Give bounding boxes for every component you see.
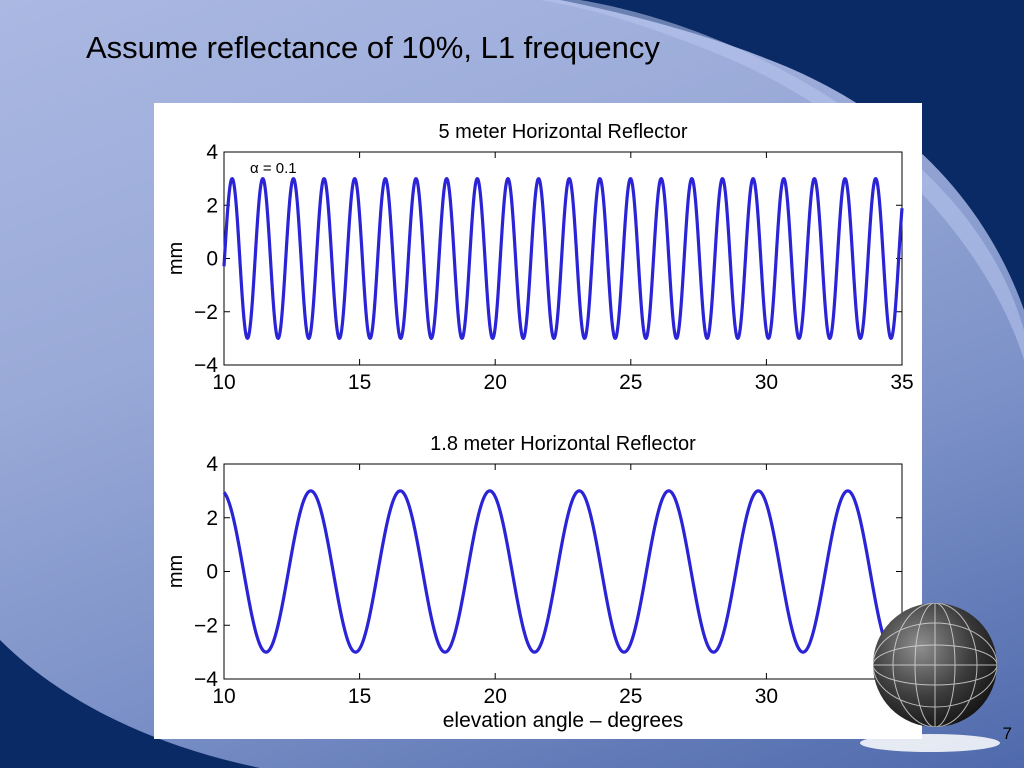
chart-2-ylabel: mm bbox=[165, 555, 187, 588]
chart-2-axes-box bbox=[223, 463, 903, 680]
chart-1-xtick-label: 10 bbox=[212, 371, 235, 394]
light-swoosh-band bbox=[540, 0, 1024, 360]
globe-icon bbox=[860, 603, 1000, 752]
chart-2-ytick-label: 2 bbox=[206, 507, 218, 530]
navy-swoosh-top-right bbox=[560, 0, 1024, 310]
chart-1-title: 5 meter Horizontal Reflector bbox=[439, 121, 688, 143]
figure-panel: 5 meter Horizontal Reflector 10 15 20 25 30 35… bbox=[154, 103, 922, 739]
chart-1-xtick-label: 15 bbox=[348, 371, 371, 394]
chart-1-annotation: α = 0.1 bbox=[250, 160, 297, 177]
chart-1-xtick-label: 25 bbox=[619, 371, 642, 394]
chart-1-xtick-label: 35 bbox=[890, 371, 913, 394]
chart-1-ytick-label: −4 bbox=[194, 354, 218, 377]
chart-2-xtick-label: 10 bbox=[212, 685, 235, 708]
chart-1-ytick-label: 2 bbox=[206, 194, 218, 217]
chart-1-ytick-label: 0 bbox=[206, 248, 218, 271]
page-number: 7 bbox=[1002, 724, 1012, 743]
chart-1-xtick-label: 30 bbox=[755, 371, 778, 394]
chart-2-ytick-label: −2 bbox=[194, 614, 218, 637]
chart-2-xtick-label: 30 bbox=[755, 685, 778, 708]
chart-2-xtick-label: 25 bbox=[619, 685, 642, 708]
chart-2-xtick-label: 20 bbox=[484, 685, 507, 708]
chart-1-series-line-1 bbox=[222, 177, 904, 340]
chart-2-ytick-label: 4 bbox=[206, 453, 218, 476]
chart-2-xlabel: elevation angle – degrees bbox=[443, 709, 684, 732]
navy-swoosh-bottom-left bbox=[0, 640, 260, 768]
slide-title: Assume reflectance of 10%, L1 frequency bbox=[86, 30, 660, 65]
chart-1-xtick-label: 20 bbox=[484, 371, 507, 394]
chart-2-ytick-label: 0 bbox=[206, 561, 218, 584]
chart-2-title: 1.8 meter Horizontal Reflector bbox=[430, 433, 696, 455]
chart-2-ytick-label: −4 bbox=[194, 668, 218, 691]
chart-1-ytick-label: 4 bbox=[206, 141, 218, 164]
chart-1-ytick-label: −2 bbox=[194, 301, 218, 324]
chart-2-series-line-1 bbox=[222, 489, 904, 654]
chart-2-xtick-label: 15 bbox=[348, 685, 371, 708]
chart-1-ylabel: mm bbox=[165, 242, 187, 275]
